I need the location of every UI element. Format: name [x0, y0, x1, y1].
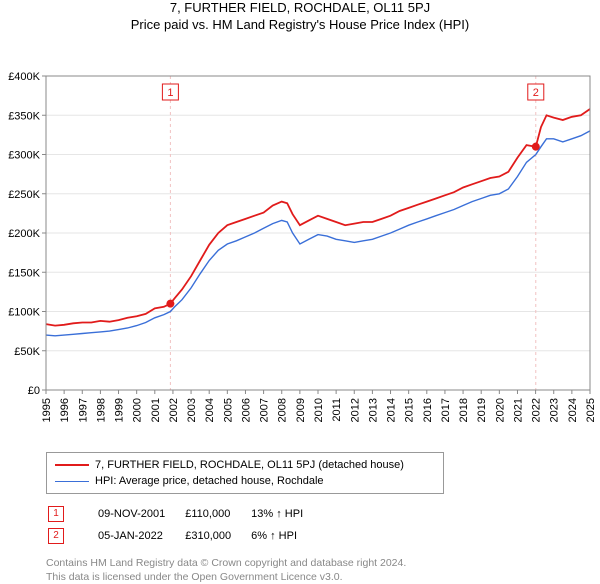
license-line-1: Contains HM Land Registry data © Crown c…: [46, 556, 600, 570]
sale-marker: 2: [48, 528, 64, 544]
legend-swatch: [55, 481, 89, 482]
y-axis-label: £100K: [8, 307, 40, 319]
x-axis-label: 2004: [204, 398, 216, 422]
marker-label: 1: [167, 87, 173, 99]
x-axis-label: 2010: [313, 398, 325, 422]
x-axis-label: 2003: [186, 398, 198, 422]
x-axis-label: 2013: [367, 398, 379, 422]
sale-price: £310,000: [185, 526, 249, 546]
y-axis-label: £300K: [8, 150, 40, 162]
x-axis-label: 1998: [95, 398, 107, 422]
table-row: 2 05-JAN-2022£310,0006% ↑ HPI: [48, 526, 321, 546]
x-axis-label: 2020: [494, 398, 506, 422]
legend-row: 7, FURTHER FIELD, ROCHDALE, OL11 5PJ (de…: [55, 457, 435, 473]
x-axis-label: 2009: [295, 398, 307, 422]
y-axis-label: £150K: [8, 267, 40, 279]
sale-delta: 6% ↑ HPI: [251, 526, 321, 546]
x-axis-label: 2024: [567, 398, 579, 422]
sale-date: 09-NOV-2001: [98, 504, 183, 524]
y-axis-label: £0: [28, 385, 40, 397]
legend-swatch: [55, 464, 89, 466]
x-axis-label: 2019: [476, 398, 488, 422]
marker-label: 2: [533, 87, 539, 99]
x-axis-label: 2017: [440, 398, 452, 422]
x-axis-label: 2023: [549, 398, 561, 422]
y-axis-label: £50K: [14, 346, 40, 358]
x-axis-label: 2014: [386, 398, 398, 422]
legend-label: 7, FURTHER FIELD, ROCHDALE, OL11 5PJ (de…: [95, 459, 404, 471]
legend: 7, FURTHER FIELD, ROCHDALE, OL11 5PJ (de…: [46, 452, 444, 494]
series-line: [46, 109, 590, 326]
marker-dot: [532, 143, 540, 151]
sale-date: 05-JAN-2022: [98, 526, 183, 546]
x-axis-label: 2015: [404, 398, 416, 422]
x-axis-label: 1996: [59, 398, 71, 422]
x-axis-label: 1999: [114, 398, 126, 422]
chart-container: £0 £50K £100K £150K £200K £250K £300K £350K £400…: [0, 32, 600, 446]
marker-dot: [166, 300, 174, 308]
y-axis-label: £350K: [8, 110, 40, 122]
license-line-2: This data is licensed under the Open Gov…: [46, 570, 600, 584]
sales-table: 1 09-NOV-2001£110,00013% ↑ HPI 2 05-JAN-202…: [46, 502, 323, 548]
x-axis-label: 2025: [585, 398, 597, 422]
y-axis-label: £200K: [8, 228, 40, 240]
x-axis-label: 2018: [458, 398, 470, 422]
y-axis-label: £250K: [8, 189, 40, 201]
x-axis-label: 2006: [240, 398, 252, 422]
legend-row: HPI: Average price, detached house, Roch…: [55, 473, 435, 489]
x-axis-label: 2008: [277, 398, 289, 422]
x-axis-label: 2007: [259, 398, 271, 422]
sale-marker: 1: [48, 506, 64, 522]
table-row: 1 09-NOV-2001£110,00013% ↑ HPI: [48, 504, 321, 524]
x-axis-label: 2000: [132, 398, 144, 422]
x-axis-label: 2012: [349, 398, 361, 422]
x-axis-label: 2016: [422, 398, 434, 422]
x-axis-label: 2021: [512, 398, 524, 422]
x-axis-label: 2002: [168, 398, 180, 422]
x-axis-label: 2001: [150, 398, 162, 422]
price-chart: £0 £50K £100K £150K £200K £250K £300K £350K £400…: [0, 32, 600, 446]
sale-price: £110,000: [185, 504, 249, 524]
page-title: 7, FURTHER FIELD, ROCHDALE, OL11 5PJ: [0, 0, 600, 15]
sale-delta: 13% ↑ HPI: [251, 504, 321, 524]
x-axis-label: 2011: [331, 398, 343, 422]
page-subtitle: Price paid vs. HM Land Registry's House …: [0, 17, 600, 32]
y-axis-label: £400K: [8, 71, 40, 83]
license-text: Contains HM Land Registry data © Crown c…: [46, 556, 600, 584]
x-axis-label: 2005: [222, 398, 234, 422]
x-axis-label: 2022: [531, 398, 543, 422]
x-axis-label: 1997: [77, 398, 89, 422]
x-axis-label: 1995: [41, 398, 53, 422]
legend-label: HPI: Average price, detached house, Roch…: [95, 475, 324, 487]
